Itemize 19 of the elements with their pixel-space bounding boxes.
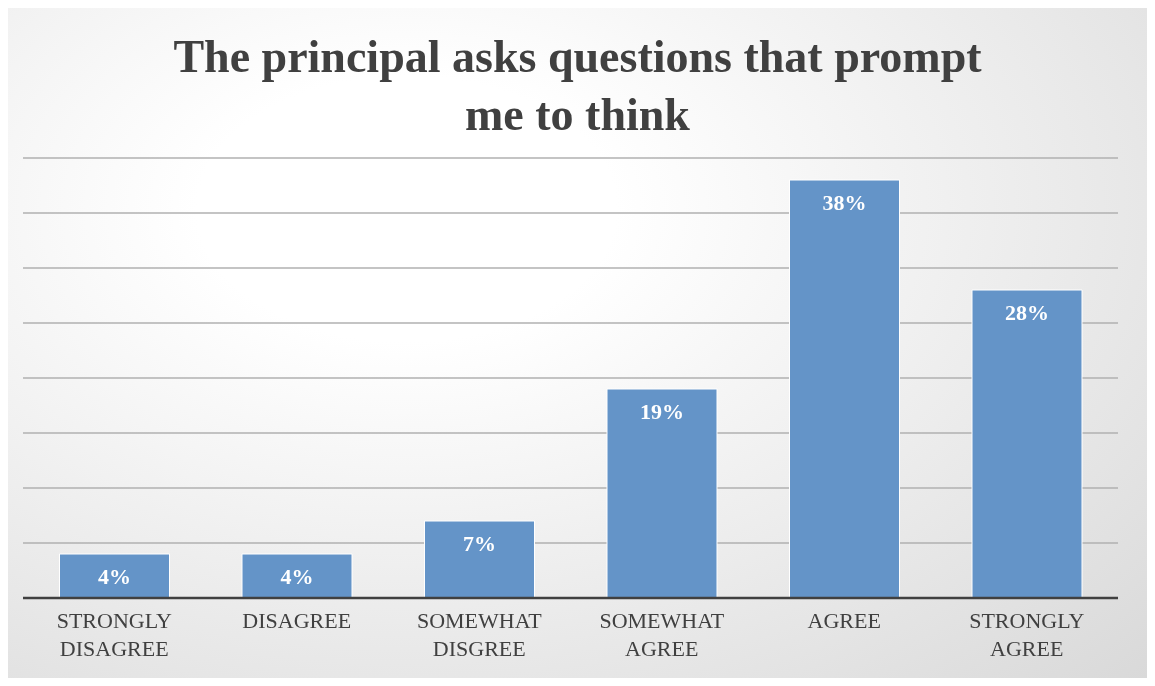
data-label: 7% — [463, 530, 496, 556]
x-tick-label: SOMEWHAT DISGREE — [416, 608, 543, 661]
data-label: 28% — [1005, 299, 1049, 325]
x-tick-label: DISAGREE — [242, 608, 352, 633]
bar — [789, 179, 900, 599]
data-label: 4% — [280, 563, 314, 589]
bar — [606, 388, 718, 599]
data-label: 4% — [98, 563, 131, 589]
chart-title: The principal asks questions that prompt me to think — [172, 30, 983, 142]
data-label: 38% — [822, 189, 867, 215]
x-tick-label: AGREE — [807, 608, 881, 633]
bar — [241, 553, 353, 599]
bar — [971, 289, 1083, 599]
bar — [59, 553, 170, 599]
data-label: 19% — [640, 398, 684, 424]
bar — [424, 520, 535, 599]
x-tick-label: STRONGLY DISAGREE — [56, 608, 172, 661]
x-tick-label: STRONGLY AGREE — [969, 608, 1085, 661]
x-tick-label: SOMEWHAT AGREE — [599, 608, 725, 661]
